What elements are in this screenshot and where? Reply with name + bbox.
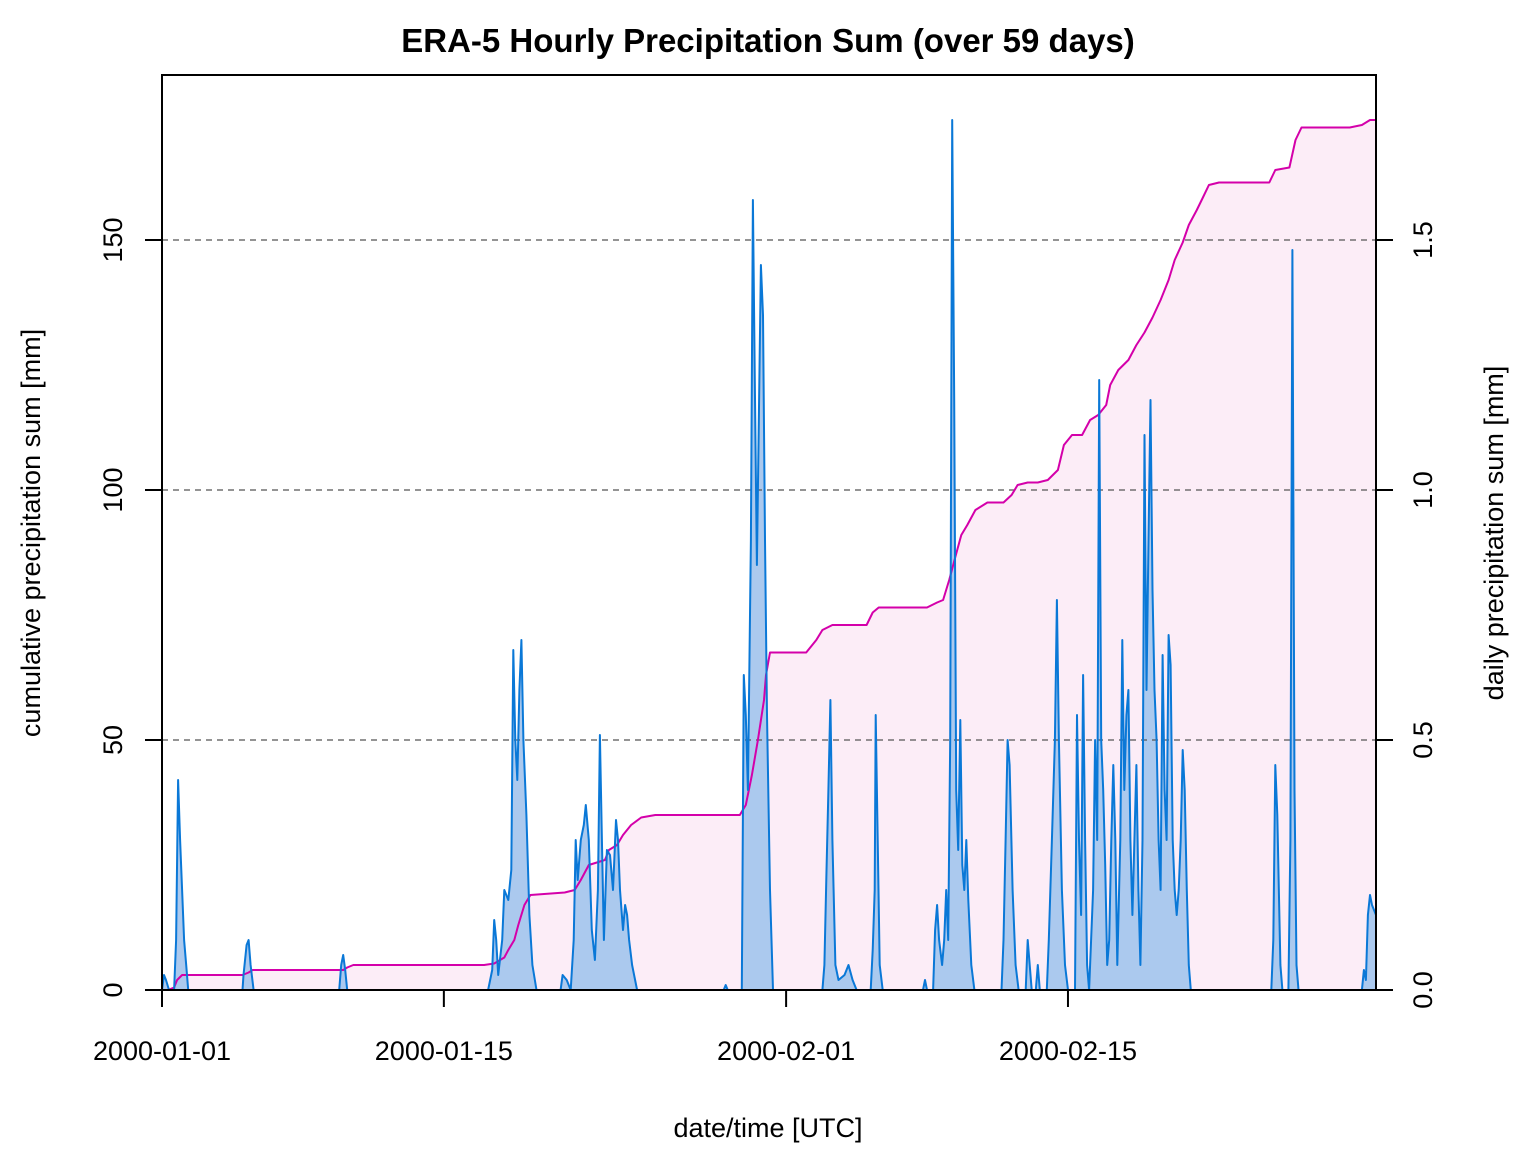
- grid-lines: [162, 239, 1376, 741]
- daily-series-line: [161, 119, 1377, 991]
- y-right-tick-label: 1.0: [1408, 471, 1438, 509]
- chart-title: ERA-5 Hourly Precipitation Sum (over 59 …: [401, 22, 1135, 59]
- cumulative-series-line: [162, 119, 1376, 991]
- y-right-tick-label: 0.0: [1408, 971, 1438, 1009]
- y-right-tick-label: 0.5: [1408, 721, 1438, 759]
- x-tick-label: 2000-02-15: [999, 1036, 1137, 1066]
- area-fills: [162, 120, 1376, 990]
- y-left-tick-label: 100: [98, 467, 128, 512]
- y-left-tick-label: 150: [98, 217, 128, 262]
- y-right-tick-label: 1.5: [1408, 221, 1438, 259]
- x-tick-label: 2000-01-15: [375, 1036, 513, 1066]
- series-lines: [161, 119, 1377, 991]
- y-axis-right-label: daily precipitation sum [mm]: [1479, 366, 1509, 701]
- y-axis-left-label: cumulative precipitation sum [mm]: [16, 329, 46, 737]
- cumulative-area-fill: [162, 120, 1376, 990]
- x-tick-label: 2000-02-01: [717, 1036, 855, 1066]
- y-left-tick-label: 0: [98, 982, 128, 997]
- x-axis-label: date/time [UTC]: [673, 1113, 862, 1143]
- x-tick-label: 2000-01-01: [93, 1036, 231, 1066]
- axes: 2000-01-01 2000-01-15 2000-02-01 2000-02-15…: [93, 217, 1438, 1066]
- y-left-tick-label: 50: [98, 725, 128, 755]
